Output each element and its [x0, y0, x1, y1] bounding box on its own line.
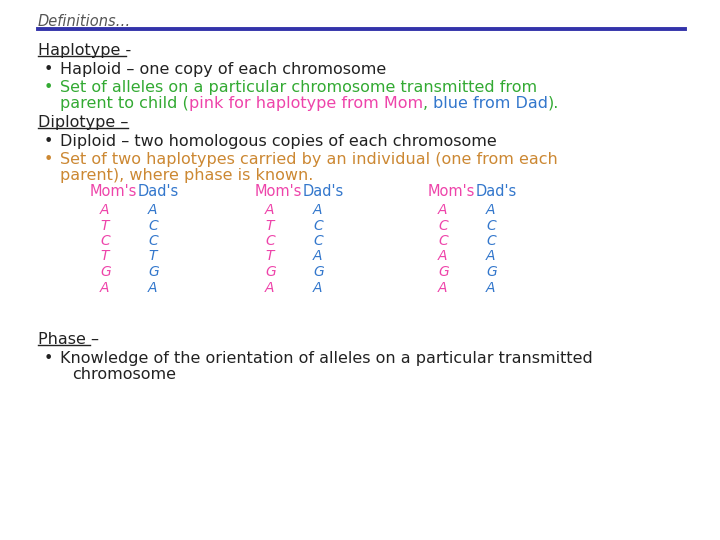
- Text: T: T: [148, 249, 156, 264]
- Text: pink for haplotype from Mom: pink for haplotype from Mom: [189, 96, 423, 111]
- Text: C: C: [313, 234, 323, 248]
- Text: A: A: [265, 203, 274, 217]
- Text: Diploid – two homologous copies of each chromosome: Diploid – two homologous copies of each …: [60, 134, 497, 149]
- Text: Dad's: Dad's: [138, 184, 179, 199]
- Text: Dad's: Dad's: [303, 184, 344, 199]
- Text: Mom's: Mom's: [428, 184, 475, 199]
- Text: Set of alleles on a particular chromosome transmitted from: Set of alleles on a particular chromosom…: [60, 80, 537, 95]
- Text: Haploid – one copy of each chromosome: Haploid – one copy of each chromosome: [60, 62, 386, 77]
- Text: A: A: [313, 280, 323, 294]
- Text: Mom's: Mom's: [255, 184, 302, 199]
- Text: ,: ,: [423, 96, 433, 111]
- Text: C: C: [438, 234, 448, 248]
- Text: Mom's: Mom's: [90, 184, 138, 199]
- Text: Haplotype -: Haplotype -: [38, 43, 131, 58]
- Text: A: A: [486, 249, 495, 264]
- Text: Definitions…: Definitions…: [38, 14, 131, 29]
- Text: G: G: [486, 265, 497, 279]
- Text: C: C: [486, 234, 496, 248]
- Text: chromosome: chromosome: [72, 367, 176, 382]
- Text: C: C: [100, 234, 109, 248]
- Text: ).: ).: [548, 96, 559, 111]
- Text: G: G: [265, 265, 276, 279]
- Text: Phase –: Phase –: [38, 332, 99, 347]
- Text: C: C: [265, 234, 275, 248]
- Text: parent to child (: parent to child (: [60, 96, 189, 111]
- Text: C: C: [148, 219, 158, 233]
- Text: A: A: [148, 203, 158, 217]
- Text: A: A: [313, 249, 323, 264]
- Text: G: G: [438, 265, 449, 279]
- Text: •: •: [44, 152, 53, 167]
- Text: T: T: [265, 219, 274, 233]
- Text: A: A: [438, 203, 448, 217]
- Text: A: A: [486, 203, 495, 217]
- Text: A: A: [265, 280, 274, 294]
- Text: Set of two haplotypes carried by an individual (one from each: Set of two haplotypes carried by an indi…: [60, 152, 558, 167]
- Text: •: •: [44, 351, 53, 366]
- Text: •: •: [44, 62, 53, 77]
- Text: Diplotype –: Diplotype –: [38, 115, 128, 130]
- Text: A: A: [438, 280, 448, 294]
- Text: blue from Dad: blue from Dad: [433, 96, 548, 111]
- Text: parent), where phase is known.: parent), where phase is known.: [60, 168, 313, 183]
- Text: Knowledge of the orientation of alleles on a particular transmitted: Knowledge of the orientation of alleles …: [60, 351, 593, 366]
- Text: A: A: [438, 249, 448, 264]
- Text: A: A: [100, 280, 109, 294]
- Text: T: T: [100, 249, 109, 264]
- Text: Dad's: Dad's: [476, 184, 517, 199]
- Text: C: C: [148, 234, 158, 248]
- Text: C: C: [486, 219, 496, 233]
- Text: A: A: [100, 203, 109, 217]
- Text: A: A: [148, 280, 158, 294]
- Text: A: A: [313, 203, 323, 217]
- Text: C: C: [313, 219, 323, 233]
- Text: T: T: [100, 219, 109, 233]
- Text: •: •: [44, 134, 53, 149]
- Text: •: •: [44, 80, 53, 95]
- Text: A: A: [486, 280, 495, 294]
- Text: G: G: [313, 265, 324, 279]
- Text: G: G: [100, 265, 111, 279]
- Text: G: G: [148, 265, 158, 279]
- Text: C: C: [438, 219, 448, 233]
- Text: T: T: [265, 249, 274, 264]
